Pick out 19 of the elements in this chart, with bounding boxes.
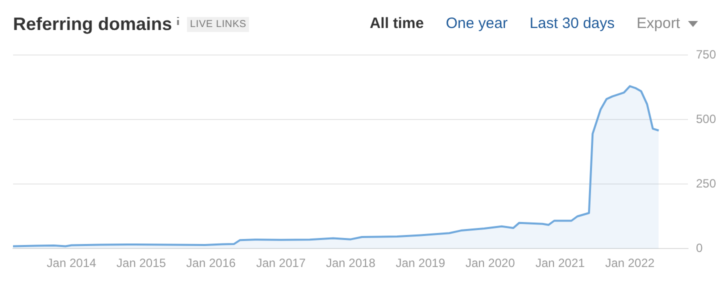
- y-tick-label: 500: [696, 112, 716, 126]
- x-tick-label: Jan 2015: [116, 256, 166, 270]
- y-tick-label: 0: [696, 240, 703, 255]
- text: One year: [446, 15, 508, 32]
- x-tick-label: Jan 2016: [186, 256, 236, 270]
- x-tick-label: Jan 2022: [605, 256, 655, 270]
- chart-subtitle: LIVE LINKS: [187, 17, 250, 32]
- x-tick-label: Jan 2014: [46, 256, 96, 270]
- text: All time: [370, 15, 424, 32]
- x-tick-label: Jan 2017: [256, 256, 306, 270]
- x-tick-label: Jan 2018: [326, 256, 376, 270]
- x-tick-label: Jan 2021: [535, 256, 586, 270]
- x-tick-label: Jan 2020: [465, 256, 516, 270]
- text: Last 30 days: [530, 15, 615, 32]
- y-tick-label: 250: [696, 176, 716, 190]
- chart-title: Referring domains: [13, 14, 172, 35]
- x-tick-label: Jan 2019: [396, 256, 446, 270]
- text: Export: [636, 15, 680, 32]
- y-tick-label: 750: [696, 48, 716, 62]
